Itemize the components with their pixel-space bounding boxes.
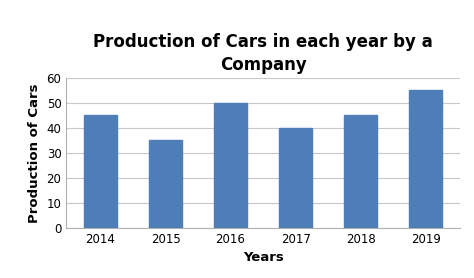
X-axis label: Years: Years — [243, 251, 283, 264]
Bar — [84, 115, 117, 228]
Bar — [279, 128, 312, 228]
Title: Production of Cars in each year by a
Company: Production of Cars in each year by a Com… — [93, 33, 433, 73]
Bar — [149, 140, 182, 228]
Bar — [410, 90, 442, 228]
Bar — [344, 115, 377, 228]
Bar — [214, 103, 247, 228]
Y-axis label: Production of Cars: Production of Cars — [28, 83, 41, 223]
